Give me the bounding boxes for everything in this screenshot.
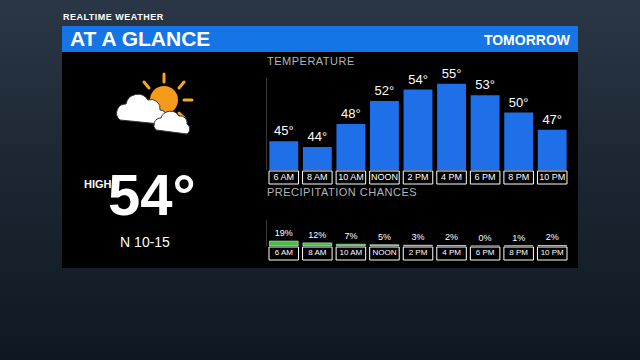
svg-text:7%: 7%	[344, 231, 357, 241]
svg-text:47°: 47°	[542, 112, 562, 127]
svg-text:6 PM: 6 PM	[476, 248, 495, 257]
svg-text:53°: 53°	[475, 77, 495, 92]
svg-text:54°: 54°	[408, 72, 428, 87]
svg-text:1%: 1%	[512, 233, 525, 243]
svg-text:2 PM: 2 PM	[409, 248, 428, 257]
svg-text:6 PM: 6 PM	[475, 172, 496, 182]
svg-text:10 AM: 10 AM	[338, 172, 364, 182]
svg-text:19%: 19%	[275, 228, 293, 238]
html-text:PRECIPITATION CHANCES: PRECIPITATION CHANCES	[267, 186, 418, 198]
html-text:54°: 54°	[108, 162, 196, 227]
svg-text:3%: 3%	[411, 232, 424, 242]
svg-text:50°: 50°	[509, 95, 529, 110]
svg-text:8 AM: 8 AM	[308, 248, 327, 257]
html-text:AT A GLANCE: AT A GLANCE	[70, 27, 211, 50]
html-text:HIGH:: HIGH:	[84, 178, 116, 190]
svg-text:8 AM: 8 AM	[307, 172, 328, 182]
html-text:TEMPERATURE: TEMPERATURE	[267, 55, 355, 67]
svg-text:2 PM: 2 PM	[407, 172, 428, 182]
svg-text:45°: 45°	[274, 123, 294, 138]
svg-text:2%: 2%	[445, 232, 458, 242]
svg-text:48°: 48°	[341, 106, 361, 121]
svg-text:55°: 55°	[442, 66, 462, 81]
svg-text:NOON: NOON	[372, 248, 396, 257]
svg-text:4 PM: 4 PM	[442, 248, 461, 257]
svg-text:6 AM: 6 AM	[275, 248, 294, 257]
html-text:TOMORROW: TOMORROW	[483, 32, 570, 48]
svg-text:10 AM: 10 AM	[340, 248, 363, 257]
svg-text:12%: 12%	[308, 230, 326, 240]
svg-text:6 AM: 6 AM	[274, 172, 295, 182]
svg-text:0%: 0%	[479, 233, 492, 243]
html-text:N 10-15: N 10-15	[120, 234, 170, 250]
svg-text:10 PM: 10 PM	[541, 248, 564, 257]
svg-text:52°: 52°	[375, 83, 395, 98]
svg-text:2%: 2%	[546, 232, 559, 242]
svg-text:8 PM: 8 PM	[508, 172, 529, 182]
svg-text:44°: 44°	[307, 129, 327, 144]
html-text:REALTIME WEATHER: REALTIME WEATHER	[63, 12, 164, 22]
svg-text:8 PM: 8 PM	[509, 248, 528, 257]
svg-text:10 PM: 10 PM	[539, 172, 565, 182]
svg-text:NOON: NOON	[371, 172, 398, 182]
svg-text:4 PM: 4 PM	[441, 172, 462, 182]
svg-text:5%: 5%	[378, 232, 391, 242]
